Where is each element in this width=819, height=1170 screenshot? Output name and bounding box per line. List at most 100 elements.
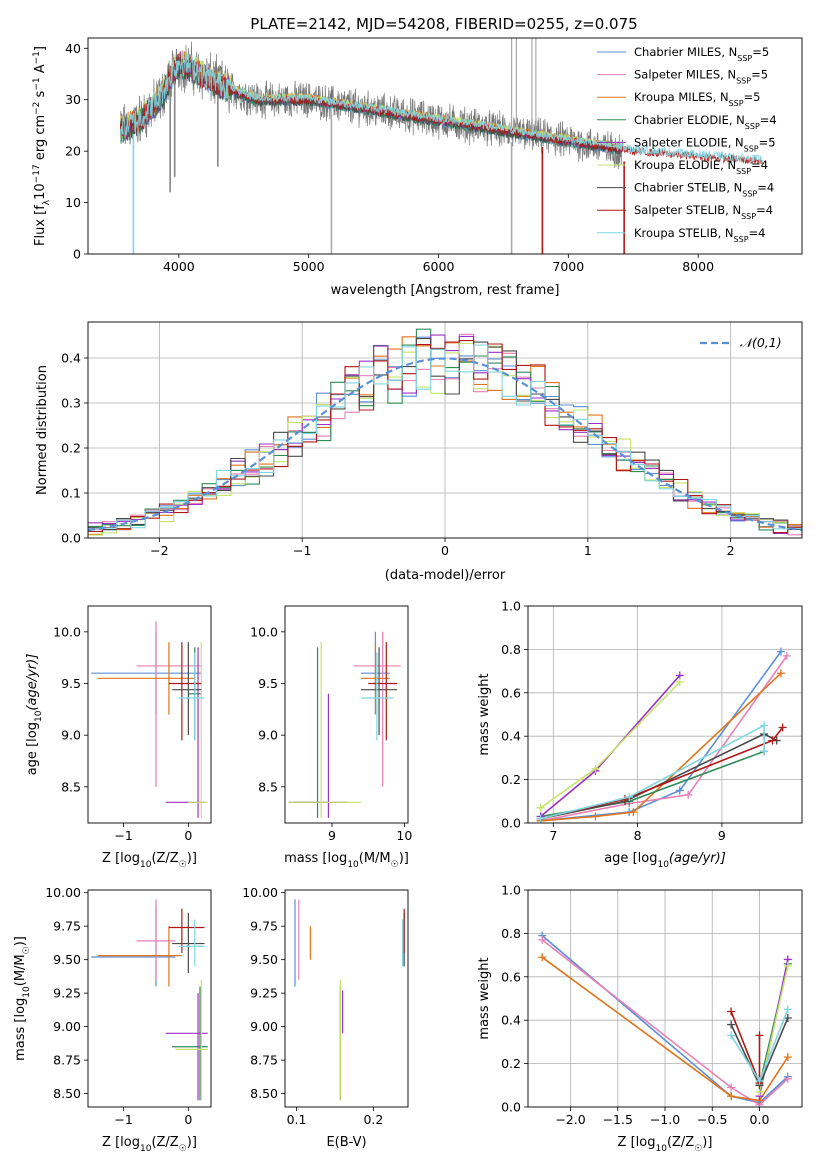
plot-mass-vs-Z: −1 0 8.50 8.75 9.00 9.25 9.50 9.75 10.00 Z [log10… [13, 885, 212, 1154]
data-point [727, 1020, 736, 1029]
plot-mass-vs-EBV: 0.1 0.2 8.50 8.75 9.00 9.25 9.50 9.75 10.00 E(B-V… [242, 885, 409, 1150]
x-axis-label: (data-model)/error [385, 568, 506, 583]
y-tick-label: 9.00 [53, 1019, 81, 1034]
legend-entry: 𝒩(0,1) [740, 335, 782, 350]
data-point [625, 792, 634, 801]
y-tick-label: 0.6 [501, 685, 521, 700]
plot-area [91, 899, 208, 1101]
plot-spectrum: 4000 5000 6000 7000 8000 0 10 20 30 40 wavelength … [32, 37, 803, 298]
axes-frame [87, 37, 803, 255]
plot-area [528, 606, 802, 823]
y-tick-label: 9.75 [53, 919, 81, 934]
y-tick-label: 9.5 [258, 676, 278, 691]
y-tick-label: 0.2 [61, 441, 81, 456]
plot-area [120, 38, 764, 254]
x-tick-label: −1.0 [650, 1112, 680, 1127]
x-tick-label: 0 [184, 828, 192, 843]
data-point [675, 786, 684, 795]
legend-entry: Chabrier ELODIE, NSSP=4 [634, 113, 777, 131]
y-tick-label: 0.2 [501, 772, 521, 787]
data-point [760, 721, 769, 730]
residual-histogram [88, 342, 802, 536]
data-point [783, 1074, 792, 1083]
y-tick-label: 0.4 [501, 729, 521, 744]
x-tick-label: −1.5 [603, 1112, 633, 1127]
x-tick-label: 8 [634, 828, 642, 843]
plot-age-vs-Z: −1 0 8.5 9.0 9.5 10.0 Z [log10(Z/Z☉)] age [log1… [25, 605, 212, 870]
y-tick-label: 0.3 [61, 396, 81, 411]
data-point [727, 1092, 736, 1101]
figure-title: PLATE=2142, MJD=54208, FIBERID=0255, z=0… [250, 15, 637, 33]
y-axis-label: Normed distribution [35, 365, 50, 495]
y-tick-label: 9.25 [250, 986, 278, 1001]
x-tick-label: −2 [150, 543, 168, 558]
y-tick-label: 9.00 [250, 1019, 278, 1034]
x-tick-label: 0.0 [750, 1112, 770, 1127]
axes-frame [284, 605, 409, 824]
axes-frame [87, 321, 803, 539]
y-axis-label: mass [log10(M/M☉)] [13, 936, 32, 1061]
y-tick-label: 0.4 [61, 351, 81, 366]
y-tick-label: 0.1 [61, 486, 81, 501]
residual-histogram [88, 344, 802, 530]
plot-area [294, 899, 405, 1101]
y-tick-label: 0.0 [501, 816, 521, 831]
x-axis-label: Z [log10(Z/Z☉)] [102, 851, 197, 870]
data-point [538, 953, 547, 962]
x-tick-label: 6000 [423, 259, 455, 274]
axes-frame [284, 889, 409, 1108]
x-tick-label: 4000 [163, 259, 195, 274]
data-point [782, 651, 791, 660]
x-axis-label: Z [log10(Z/Z☉)] [102, 1135, 197, 1154]
series-line [541, 934, 789, 1104]
series-line [730, 1011, 761, 1084]
y-tick-label: 0.4 [501, 1013, 521, 1028]
x-tick-label: −1 [293, 543, 311, 558]
y-tick-label: 9.0 [258, 728, 278, 743]
y-tick-label: 0.0 [501, 1100, 521, 1115]
legend-entry: Salpeter MILES, NSSP=5 [634, 68, 768, 86]
x-tick-label: −2.0 [555, 1112, 585, 1127]
x-tick-label: 2 [727, 543, 735, 558]
series-line [541, 956, 789, 1102]
axes-frame [527, 889, 803, 1108]
series-line [540, 672, 782, 822]
series-line [541, 939, 789, 1106]
y-tick-label: 9.50 [250, 952, 278, 967]
y-tick-label: 8.5 [61, 779, 81, 794]
data-point [776, 669, 785, 678]
x-tick-label: 9 [328, 828, 336, 843]
y-tick-label: 20 [65, 144, 81, 159]
series-line [540, 724, 765, 820]
plot-massweight-vs-age: 7 8 9 0.0 0.2 0.4 0.6 0.8 1.0 age [log10(age/yr)]… [477, 599, 803, 870]
y-axis-label: mass weight [477, 673, 492, 755]
model-spectrum [120, 52, 764, 165]
y-tick-label: 9.0 [61, 728, 81, 743]
axes-frame [87, 889, 212, 1108]
data-point [591, 764, 600, 773]
data-point [755, 1031, 764, 1040]
x-tick-label: 0.1 [287, 1112, 307, 1127]
y-tick-label: 1.0 [501, 599, 521, 614]
data-point [684, 790, 693, 799]
gaussian-curve [88, 357, 802, 532]
data-point [783, 1053, 792, 1062]
plot-residual-hist: −2 −1 0 1 2 0.0 0.1 0.2 0.3 0.4 (data-model)/error… [35, 321, 803, 583]
plot-area [288, 631, 401, 818]
x-tick-label: −0.5 [697, 1112, 727, 1127]
data-point [783, 1005, 792, 1014]
legend: Chabrier MILES, NSSP=5 Salpeter MILES, NS… [597, 45, 777, 243]
axes-frame [87, 605, 212, 824]
data-point [768, 736, 777, 745]
plot-massweight-vs-Z: −2.0 −1.5 −1.0 −0.5 0.0 0.0 0.2 0.4 0.6 0.8 1.0 Z [… [477, 883, 803, 1154]
legend-entry: Salpeter STELIB, NSSP=4 [634, 203, 773, 221]
y-axis-label: mass weight [477, 957, 492, 1039]
y-tick-label: 9.25 [53, 986, 81, 1001]
legend-entry: Salpeter ELODIE, NSSP=5 [634, 135, 776, 153]
x-tick-label: 5000 [293, 259, 325, 274]
y-tick-label: 0 [73, 247, 81, 262]
data-point [778, 723, 787, 732]
y-tick-label: 8.5 [258, 779, 278, 794]
x-tick-label: 0 [184, 1112, 192, 1127]
x-tick-label: −1 [114, 1112, 132, 1127]
